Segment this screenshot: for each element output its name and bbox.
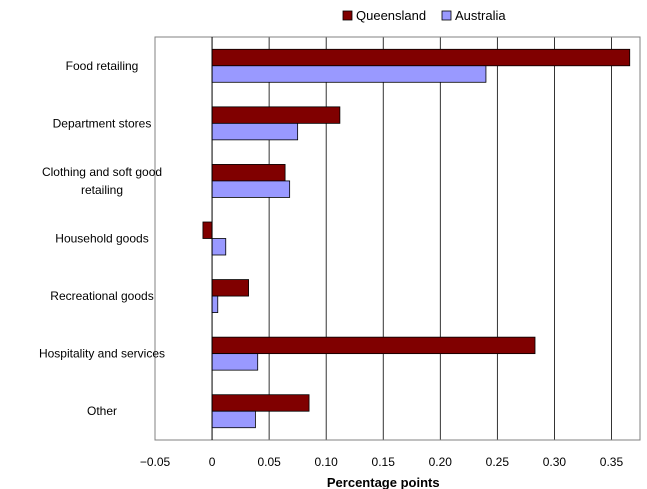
x-tick-label: 0.30 — [543, 455, 567, 469]
gridlines — [268, 37, 612, 440]
x-axis-title: Percentage points — [327, 475, 440, 489]
legend: Queensland Australia — [342, 8, 506, 23]
category-label: Other — [87, 404, 117, 418]
bar-australia — [211, 180, 291, 198]
legend-swatch-queensland — [342, 10, 353, 21]
legend-swatch-australia — [441, 10, 452, 21]
legend-label-queensland: Queensland — [356, 8, 426, 23]
category-labels: Food retailing Department stores Clothing … — [39, 59, 165, 418]
bar-australia — [211, 353, 259, 371]
bar-australia — [211, 410, 256, 429]
bar-queensland — [211, 336, 536, 355]
x-tick-label: 0 — [209, 455, 216, 469]
category-label: Clothing and soft good — [42, 165, 162, 179]
bar-australia — [211, 122, 299, 141]
bar-australia — [211, 295, 219, 313]
x-tick-label: 0.20 — [429, 455, 453, 469]
bar-queensland — [211, 106, 341, 124]
legend-label-australia: Australia — [455, 8, 506, 23]
x-tick-label: −0.05 — [140, 455, 171, 469]
category-label: Household goods — [55, 232, 148, 246]
x-tick-label: 0.10 — [314, 455, 338, 469]
bar-queensland — [211, 164, 286, 182]
bar-queensland — [202, 221, 213, 239]
x-tick-labels: −0.05 0 0.05 0.10 0.15 0.20 0.25 0.30 0.35 — [140, 455, 624, 469]
bar-queensland — [211, 279, 249, 297]
x-tick-label: 0.15 — [372, 455, 396, 469]
x-tick-label: 0.05 — [257, 455, 281, 469]
bar-queensland — [211, 394, 310, 412]
category-label: Hospitality and services — [39, 347, 165, 361]
category-label: Recreational goods — [50, 289, 153, 303]
bar-queensland — [211, 48, 631, 67]
bars — [202, 48, 631, 429]
plot-area-frame — [154, 36, 641, 441]
category-label: retailing — [81, 183, 123, 197]
category-label: Department stores — [53, 116, 152, 130]
x-tick-label: 0.25 — [486, 455, 510, 469]
x-tick-label: 0.35 — [600, 455, 624, 469]
bar-australia — [211, 65, 487, 83]
category-label: Food retailing — [66, 59, 139, 73]
bar-australia — [211, 238, 227, 256]
